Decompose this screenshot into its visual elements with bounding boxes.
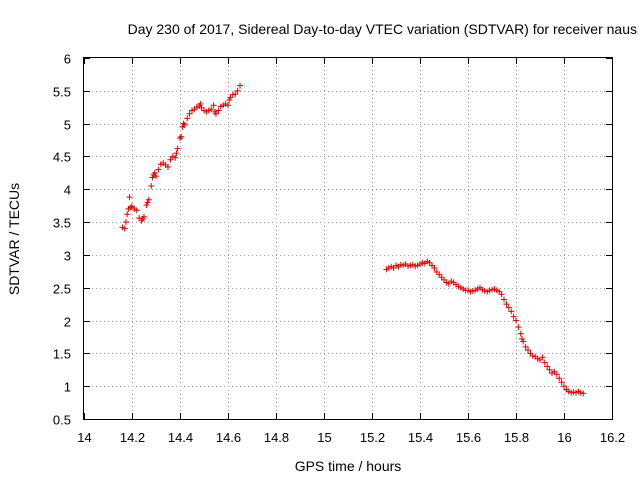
data-point: [167, 156, 174, 163]
x-tick-label: 14.8: [264, 430, 289, 445]
data-point: [121, 225, 128, 232]
x-tick-label: 15.4: [408, 430, 433, 445]
data-point: [172, 154, 179, 161]
y-tick-label: 2.5: [53, 282, 71, 297]
data-point: [510, 313, 517, 320]
data-point: [225, 102, 231, 109]
data-point: [149, 174, 156, 181]
data-point: [173, 150, 180, 157]
data-point: [508, 308, 515, 315]
data-point: [177, 135, 183, 142]
data-point: [184, 115, 191, 122]
data-point: [124, 211, 131, 218]
y-tick-label: 4.5: [53, 150, 71, 165]
x-tick-label: 14: [77, 430, 91, 445]
data-point: [580, 390, 587, 397]
data-point: [208, 106, 215, 113]
data-point: [153, 173, 159, 180]
y-tick-label: 1.5: [53, 347, 71, 362]
data-point: [186, 110, 193, 117]
data-point: [226, 97, 233, 104]
data-point: [178, 133, 185, 140]
x-tick-label: 14.2: [120, 430, 145, 445]
plot-frame: [83, 57, 613, 420]
y-tick-label: 6: [64, 52, 71, 67]
data-point: [123, 219, 129, 226]
data-point: [522, 343, 529, 350]
y-axis-label: SDTVAR / TECUs: [6, 183, 22, 295]
data-point: [151, 169, 158, 176]
data-point: [556, 375, 563, 382]
data-point: [148, 182, 155, 189]
x-tick-label: 15.8: [504, 430, 529, 445]
data-point: [215, 107, 222, 114]
data-point: [174, 145, 181, 152]
data-point: [539, 354, 546, 361]
data-point: [197, 100, 204, 107]
y-tick-label: 5: [64, 118, 71, 133]
data-point: [525, 347, 531, 354]
data-point: [180, 120, 187, 127]
data-point: [520, 338, 527, 345]
data-point: [544, 363, 551, 370]
data-point: [181, 121, 188, 128]
data-point: [541, 359, 548, 366]
data-point: [155, 166, 162, 173]
data-point: [546, 366, 553, 373]
x-axis-label: GPS time / hours: [295, 458, 402, 474]
grid: [84, 58, 612, 419]
x-tick-label: 16: [557, 430, 571, 445]
data-point: [213, 110, 219, 117]
data-point: [234, 87, 241, 94]
axis-ticks: 14 14.2 14.4 14.6 14.8 15 15.2 15.4 15.6 15.8 16 16…: [53, 52, 625, 446]
data-point: [165, 163, 171, 170]
y-tick-label: 3: [64, 249, 71, 264]
chart-title: Day 230 of 2017, Sidereal Day-to-day VTE…: [128, 21, 637, 37]
x-tick-label: 15.6: [456, 430, 481, 445]
x-tick-label: 16.2: [600, 430, 625, 445]
x-tick-label: 14.4: [168, 430, 193, 445]
x-tick-label: 14.6: [216, 430, 241, 445]
y-tick-label: 3.5: [53, 216, 71, 231]
data-point: [561, 383, 567, 390]
data-point: [133, 207, 140, 214]
data-point: [517, 330, 524, 337]
data-point: [143, 202, 150, 209]
y-tick-label: 5.5: [53, 85, 71, 100]
data-point: [503, 301, 510, 308]
data-point: [431, 265, 438, 272]
data-point: [237, 82, 243, 89]
data-point: [515, 324, 522, 331]
data-point: [558, 379, 565, 386]
y-tick-label: 4: [64, 183, 71, 198]
data-point: [501, 296, 507, 303]
data-point: [144, 199, 151, 206]
data-point: [126, 194, 133, 201]
data-points: [119, 82, 587, 397]
data-point: [505, 304, 512, 311]
data-point: [141, 213, 147, 220]
data-point: [127, 204, 134, 211]
data-point: [498, 291, 505, 298]
data-point: [232, 91, 239, 98]
y-tick-label: 0.5: [53, 413, 71, 428]
x-tick-label: 15: [317, 430, 331, 445]
data-point: [519, 335, 525, 342]
data-point: [210, 102, 217, 109]
data-point: [553, 371, 560, 378]
y-tick-label: 1: [64, 380, 71, 395]
data-point: [513, 317, 519, 324]
y-tick-label: 2: [64, 315, 71, 330]
data-point: [145, 196, 152, 203]
x-tick-label: 15.2: [360, 430, 385, 445]
